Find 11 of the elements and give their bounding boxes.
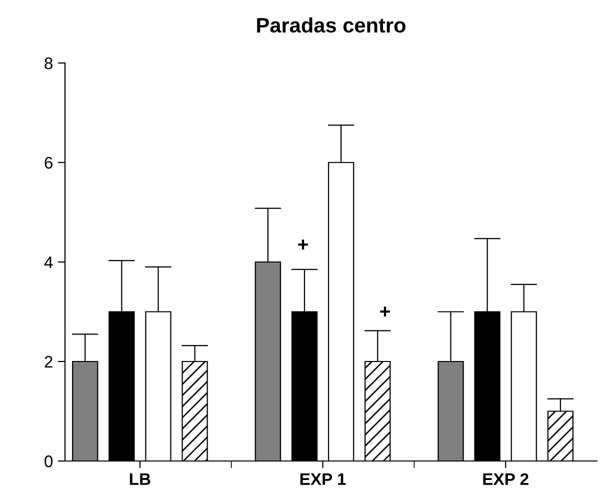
y-tick-label: 6 <box>44 156 52 169</box>
y-tick-label: 4 <box>44 256 53 268</box>
y-tick-label: 2 <box>44 356 52 368</box>
annotation: + <box>380 306 390 316</box>
y-tick-label: 0 <box>44 455 53 468</box>
y-tick-label: 8 <box>44 57 52 70</box>
x-tick-label: EXP 2 <box>483 473 528 485</box>
chart-title: Paradas centro <box>257 17 406 33</box>
x-tick-label: EXP 1 <box>300 473 346 485</box>
x-tick-label: LB <box>130 473 150 485</box>
annotation: + <box>298 240 308 250</box>
